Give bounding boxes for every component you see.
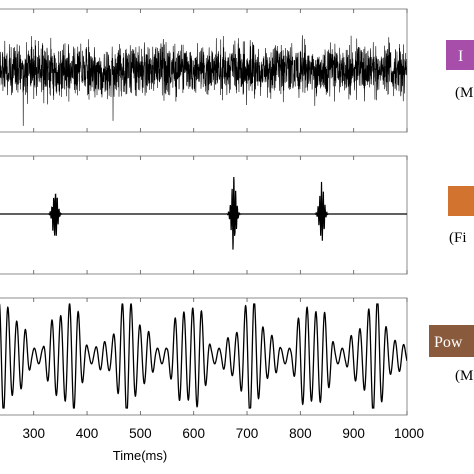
x-tick-label: 500 (129, 426, 152, 441)
side-label-1-box (446, 40, 474, 70)
side-label-2-box (448, 186, 474, 216)
oscillation-trace (0, 303, 407, 409)
x-axis-label: Time(ms) (113, 448, 167, 463)
side-label-3-text: Pow (434, 334, 463, 351)
panel-frame-bursts (0, 155, 408, 275)
side-label-3-sub: (M (455, 368, 473, 384)
side-label-2-sub: (Fi (449, 230, 467, 246)
side-label-1: I (M (446, 40, 474, 101)
x-tick-label: 700 (236, 426, 259, 441)
noise-trace (0, 35, 407, 126)
side-label-1-sub: (M (455, 85, 473, 101)
burst-trace (0, 176, 407, 250)
side-label-2: (Fi (448, 186, 474, 246)
x-tick-label: 300 (22, 426, 45, 441)
x-axis-ticks (33, 9, 408, 415)
x-tick-label: 800 (289, 426, 312, 441)
x-tick-label: 900 (342, 426, 365, 441)
side-label-3-box (429, 325, 474, 357)
side-label-1-text: I (458, 48, 463, 65)
side-label-3: Pow (M (429, 325, 474, 384)
x-tick-label: 600 (182, 426, 205, 441)
x-axis-tick-labels: 300 400 500 600 700 800 900 1000 (22, 426, 424, 441)
x-tick-label: 1000 (394, 426, 424, 441)
x-tick-label: 400 (76, 426, 99, 441)
